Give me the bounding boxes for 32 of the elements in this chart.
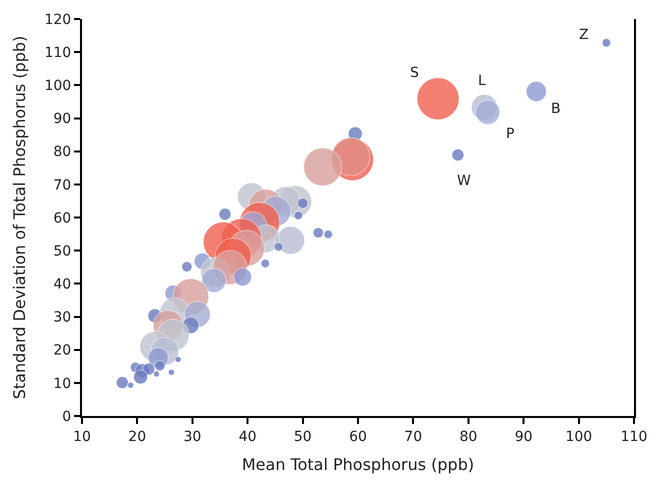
x-tick-label: 50 <box>294 428 312 445</box>
x-tick-label: 40 <box>238 428 257 445</box>
y-tick-label: 0 <box>62 408 72 425</box>
annotation: P <box>506 126 514 142</box>
y-tick-label: 110 <box>44 44 72 61</box>
x-tick-label: 90 <box>514 428 533 445</box>
y-tick-label: 30 <box>53 310 72 326</box>
y-tick-label: 80 <box>53 144 72 160</box>
y-tick-label: 60 <box>53 210 72 226</box>
y-tick-label: 120 <box>44 12 72 28</box>
annotation: L <box>478 73 486 89</box>
x-tick-label: 60 <box>349 428 367 445</box>
annotation: Z <box>579 27 589 43</box>
y-tick-label: 90 <box>53 111 72 128</box>
x-tick-label: 70 <box>404 428 422 445</box>
y-tick-label: 10 <box>53 376 72 392</box>
y-tick-label: 100 <box>44 78 72 94</box>
x-tick-label: 80 <box>459 428 478 445</box>
x-tick-label: 110 <box>620 428 648 445</box>
annotation: W <box>457 173 471 189</box>
annotation: S <box>410 65 419 81</box>
y-tick-label: 20 <box>53 342 72 359</box>
x-tick-label: 30 <box>183 428 202 445</box>
y-tick-label: 70 <box>53 177 72 194</box>
y-tick-label: 50 <box>53 243 72 260</box>
y-tick-label: 40 <box>53 276 72 293</box>
x-tick-label: 10 <box>73 428 91 445</box>
x-tick-label: 100 <box>565 428 592 445</box>
x-tick-label: 20 <box>128 428 146 445</box>
annotation: B <box>551 101 561 117</box>
x-axis-title: Mean Total Phosphorus (ppb) <box>242 455 474 474</box>
y-axis-title: Standard Deviation of Total Phosphorus (ppb) <box>10 36 29 400</box>
